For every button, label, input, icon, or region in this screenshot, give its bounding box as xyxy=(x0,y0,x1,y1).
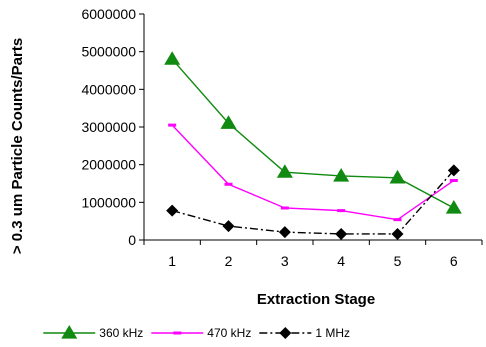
data-point xyxy=(393,218,402,222)
data-point xyxy=(449,178,458,182)
legend-label: 470 kHz xyxy=(207,326,251,340)
y-tick-label: 3000000 xyxy=(81,119,136,135)
legend-item-0: 360 kHz xyxy=(43,325,143,340)
x-tick-label: 1 xyxy=(168,253,176,269)
plot-area xyxy=(143,14,482,241)
data-point xyxy=(389,169,406,184)
series-line xyxy=(171,58,455,209)
x-tick-label: 3 xyxy=(281,253,289,269)
legend-label: 360 kHz xyxy=(99,326,143,340)
data-point xyxy=(278,226,291,239)
legend: 360 kHz 470 kHz 1 MHz xyxy=(43,325,350,340)
legend-label: 1 MHz xyxy=(315,326,350,340)
series-2 xyxy=(166,164,460,240)
series-line xyxy=(171,124,455,221)
x-tick-label: 6 xyxy=(450,253,458,269)
data-point xyxy=(224,182,233,186)
series-line xyxy=(171,169,455,235)
data-point xyxy=(337,209,346,213)
data-point xyxy=(276,164,293,178)
data-point xyxy=(333,167,350,182)
x-tick-label: 5 xyxy=(394,253,402,269)
data-point xyxy=(222,220,235,233)
y-axis-ticks: 0 1000000 2000000 3000000 4000000 5000000 6000… xyxy=(81,6,144,248)
data-point xyxy=(280,206,289,210)
legend-marker xyxy=(61,325,78,339)
series-0 xyxy=(164,51,462,214)
data-point xyxy=(166,204,179,217)
data-point xyxy=(391,227,404,240)
legend-marker xyxy=(173,331,182,335)
data-point xyxy=(164,51,181,65)
data-point xyxy=(335,227,348,240)
data-point xyxy=(447,164,460,177)
x-axis-title: Extraction Stage xyxy=(257,291,375,308)
legend-marker xyxy=(279,327,292,339)
data-point xyxy=(220,115,237,129)
data-point xyxy=(168,123,177,127)
data-point xyxy=(445,199,462,214)
y-tick-label: 6000000 xyxy=(81,6,136,22)
x-tick-label: 4 xyxy=(337,253,345,269)
y-tick-label: 2000000 xyxy=(81,157,136,173)
legend-item-1: 470 kHz xyxy=(151,326,251,340)
x-tick-label: 2 xyxy=(225,253,233,269)
series-layer xyxy=(164,51,462,240)
y-axis-title: > 0.3 um Particle Counts/Parts xyxy=(9,38,26,254)
y-tick-label: 0 xyxy=(128,232,136,248)
y-tick-label: 4000000 xyxy=(81,81,136,97)
y-tick-label: 1000000 xyxy=(81,194,136,210)
series-1 xyxy=(168,123,458,222)
legend-item-2: 1 MHz xyxy=(259,326,350,340)
x-axis-ticks: 1 2 3 4 5 6 xyxy=(143,240,483,269)
y-tick-label: 5000000 xyxy=(81,44,136,60)
